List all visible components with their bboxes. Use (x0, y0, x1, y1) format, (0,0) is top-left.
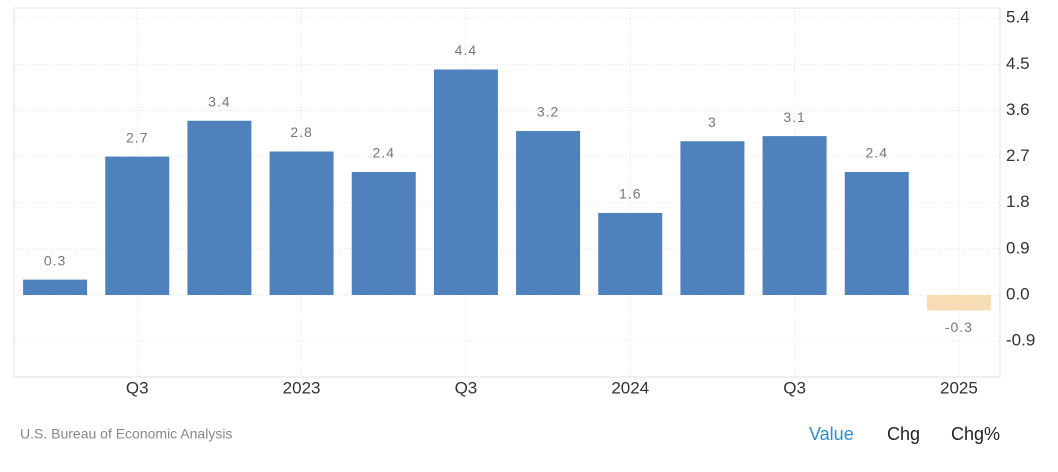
bar (516, 131, 581, 295)
value-button[interactable]: Value (809, 424, 854, 444)
y-tick-label: 3.6 (1006, 100, 1030, 119)
y-tick-label: 1.8 (1006, 192, 1030, 211)
data-label: 4.4 (455, 42, 477, 58)
x-tick-label: Q3 (783, 378, 806, 397)
y-tick-label: 0.9 (1006, 238, 1030, 257)
x-tick-label: Q3 (455, 378, 478, 397)
y-tick-label: 2.7 (1006, 146, 1030, 165)
data-label: 2.4 (373, 145, 395, 161)
bar (598, 213, 663, 295)
data-label: 2.4 (866, 145, 888, 161)
bar (680, 141, 745, 295)
chg-pct-button[interactable]: Chg% (951, 424, 1000, 444)
bar (351, 172, 416, 295)
bar (269, 151, 334, 295)
data-label: 0.3 (44, 252, 66, 268)
data-label: 1.6 (619, 186, 641, 202)
x-tick-label: Q3 (126, 378, 149, 397)
bar (762, 136, 827, 295)
bar (23, 279, 88, 295)
y-tick-label: 4.5 (1006, 54, 1030, 73)
bar (926, 295, 991, 311)
y-tick-label: -0.9 (1006, 331, 1035, 350)
source: U.S. Bureau of Economic Analysis (20, 426, 232, 442)
bar (105, 156, 170, 295)
data-label: 2.8 (290, 124, 312, 140)
x-tick-label: 2023 (283, 378, 321, 397)
data-label: 3.1 (783, 109, 805, 125)
data-label: 3.2 (537, 104, 559, 120)
plot-frame (13, 7, 1001, 378)
data-label: -0.3 (945, 319, 973, 335)
data-label: 3 (708, 114, 717, 130)
data-label: 2.7 (126, 129, 148, 145)
x-tick-label: 2024 (611, 378, 649, 397)
bar (187, 120, 252, 295)
x-tick-label: 2025 (940, 378, 978, 397)
y-tick-label: 5.4 (1006, 8, 1030, 27)
bar (433, 69, 498, 295)
y-tick-label: 0.0 (1006, 284, 1030, 303)
chg-button[interactable]: Chg (887, 424, 920, 444)
bar (844, 172, 909, 295)
data-label: 3.4 (208, 93, 230, 109)
